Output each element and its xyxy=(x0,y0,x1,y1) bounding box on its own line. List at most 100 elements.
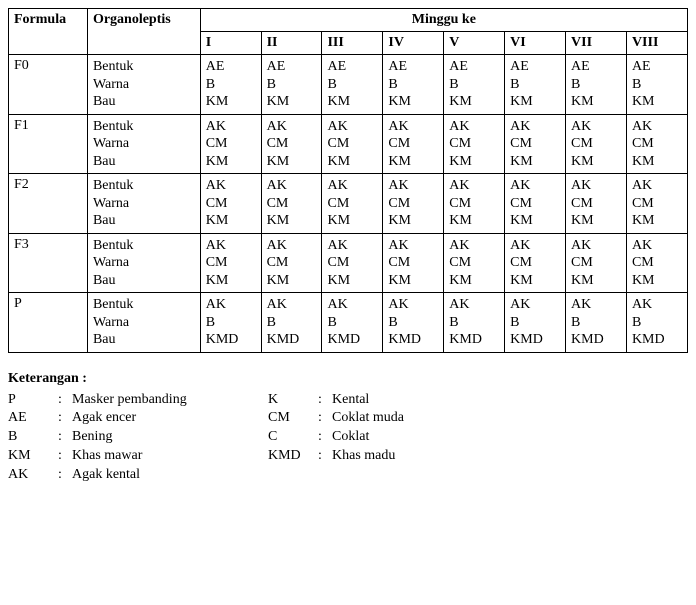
value-line: AE xyxy=(206,58,256,76)
value-line: KM xyxy=(510,212,560,230)
cell-week-value: AKCMKM xyxy=(261,114,322,174)
keterangan-desc: Agak kental xyxy=(72,466,140,485)
keterangan-item: KM: Khas mawar xyxy=(8,447,268,466)
value-line: B xyxy=(510,314,560,332)
value-line: CM xyxy=(510,195,560,213)
value-line: KM xyxy=(632,272,682,290)
keterangan-separator: : xyxy=(58,428,72,447)
value-line: B xyxy=(571,314,621,332)
cell-week-value: AKCMKM xyxy=(444,114,505,174)
value-line: CM xyxy=(267,254,317,272)
value-line: CM xyxy=(632,135,682,153)
cell-week-value: AKBKMD xyxy=(566,293,627,353)
cell-week-value: AKBKMD xyxy=(383,293,444,353)
organoleptis-label: Bau xyxy=(93,272,195,290)
value-line: AK xyxy=(632,296,682,314)
value-line: KMD xyxy=(267,331,317,349)
value-line: KM xyxy=(632,153,682,171)
value-line: KM xyxy=(632,212,682,230)
value-line: AK xyxy=(267,296,317,314)
value-line: CM xyxy=(449,254,499,272)
value-line: AK xyxy=(449,296,499,314)
value-line: KM xyxy=(571,153,621,171)
cell-week-value: AEBKM xyxy=(444,55,505,115)
keterangan-abbr: AK xyxy=(8,466,58,485)
value-line: AK xyxy=(327,118,377,136)
value-line: KM xyxy=(388,212,438,230)
value-line: KM xyxy=(571,93,621,111)
value-line: CM xyxy=(388,254,438,272)
keterangan-item: CM: Coklat muda xyxy=(268,409,508,428)
cell-week-value: AKCMKM xyxy=(261,174,322,234)
table-row: PBentukWarnaBauAKBKMDAKBKMDAKBKMDAKBKMDA… xyxy=(9,293,688,353)
organoleptis-label: Bau xyxy=(93,93,195,111)
cell-week-value: AEBKM xyxy=(322,55,383,115)
header-week: IV xyxy=(383,32,444,55)
value-line: B xyxy=(571,76,621,94)
value-line: KM xyxy=(510,153,560,171)
keterangan-separator: : xyxy=(58,409,72,428)
value-line: KM xyxy=(388,93,438,111)
value-line: AE xyxy=(327,58,377,76)
value-line: B xyxy=(449,76,499,94)
keterangan-separator: : xyxy=(318,447,332,466)
value-line: AK xyxy=(632,177,682,195)
cell-week-value: AKCMKM xyxy=(505,233,566,293)
cell-organoleptis: BentukWarnaBau xyxy=(87,174,200,234)
table-row: F2BentukWarnaBauAKCMKMAKCMKMAKCMKMAKCMKM… xyxy=(9,174,688,234)
value-line: AK xyxy=(571,118,621,136)
keterangan-abbr: KMD xyxy=(268,447,318,466)
value-line: CM xyxy=(510,254,560,272)
value-line: KM xyxy=(449,153,499,171)
value-line: B xyxy=(327,314,377,332)
cell-formula: P xyxy=(9,293,88,353)
value-line: KMD xyxy=(510,331,560,349)
organoleptis-label: Bentuk xyxy=(93,237,195,255)
value-line: AK xyxy=(267,118,317,136)
value-line: KM xyxy=(632,93,682,111)
value-line: CM xyxy=(449,135,499,153)
header-minggu-ke: Minggu ke xyxy=(200,9,687,32)
value-line: AK xyxy=(632,118,682,136)
value-line: AK xyxy=(449,177,499,195)
value-line: CM xyxy=(449,195,499,213)
organoleptis-label: Warna xyxy=(93,135,195,153)
value-line: AK xyxy=(327,177,377,195)
value-line: KMD xyxy=(388,331,438,349)
value-line: B xyxy=(206,76,256,94)
keterangan-abbr: C xyxy=(268,428,318,447)
value-line: CM xyxy=(327,135,377,153)
value-line: KM xyxy=(510,272,560,290)
value-line: AK xyxy=(449,237,499,255)
value-line: CM xyxy=(388,135,438,153)
value-line: AK xyxy=(449,118,499,136)
cell-week-value: AEBKM xyxy=(626,55,687,115)
keterangan-item: AK: Agak kental xyxy=(8,466,268,485)
value-line: AK xyxy=(206,118,256,136)
value-line: AE xyxy=(388,58,438,76)
value-line: B xyxy=(449,314,499,332)
value-line: AK xyxy=(327,237,377,255)
keterangan-abbr: CM xyxy=(268,409,318,428)
value-line: KM xyxy=(571,212,621,230)
cell-week-value: AKCMKM xyxy=(200,114,261,174)
cell-week-value: AKBKMD xyxy=(322,293,383,353)
value-line: AE xyxy=(571,58,621,76)
header-week: I xyxy=(200,32,261,55)
keterangan-desc: Khas mawar xyxy=(72,447,142,466)
value-line: AK xyxy=(571,296,621,314)
value-line: KMD xyxy=(206,331,256,349)
cell-organoleptis: BentukWarnaBau xyxy=(87,114,200,174)
keterangan-item: C: Coklat xyxy=(268,428,508,447)
value-line: AK xyxy=(571,237,621,255)
value-line: KM xyxy=(388,153,438,171)
keterangan-item: KMD: Khas madu xyxy=(268,447,508,466)
header-week: III xyxy=(322,32,383,55)
cell-week-value: AEBKM xyxy=(200,55,261,115)
value-line: KM xyxy=(206,212,256,230)
keterangan-item: B: Bening xyxy=(8,428,268,447)
value-line: AK xyxy=(327,296,377,314)
cell-organoleptis: BentukWarnaBau xyxy=(87,233,200,293)
value-line: KM xyxy=(206,153,256,171)
keterangan-abbr: AE xyxy=(8,409,58,428)
